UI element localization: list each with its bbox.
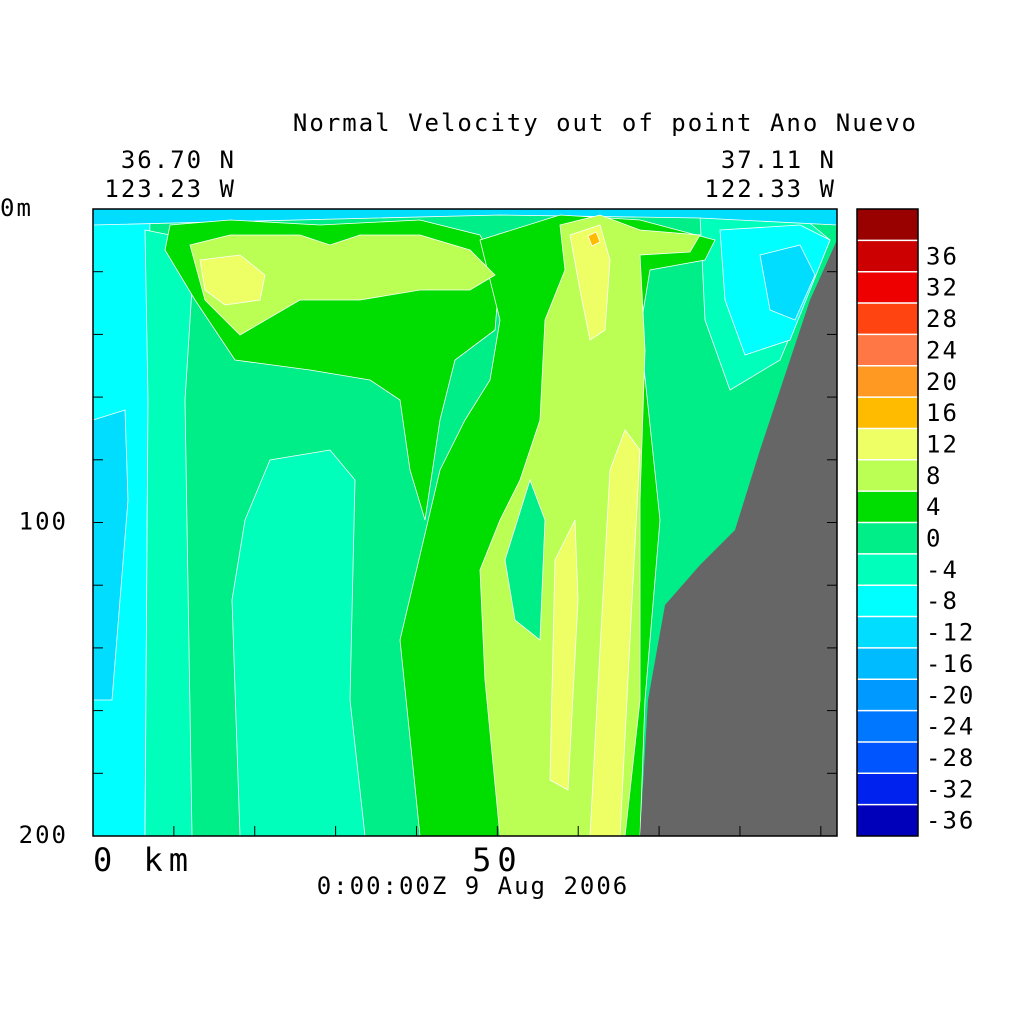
contour-band xyxy=(479,214,701,836)
colorbar-swatch xyxy=(857,209,918,241)
colorbar-swatch xyxy=(857,741,918,774)
left-lon: 123.23 W xyxy=(104,175,236,203)
colorbar-label: -20 xyxy=(926,681,975,709)
colorbar-swatch xyxy=(857,710,918,742)
colorbar-swatch xyxy=(857,553,918,586)
colorbar-swatch xyxy=(857,773,918,805)
colorbar-swatch xyxy=(857,397,918,429)
right-lat: 37.11 N xyxy=(721,146,836,174)
colorbar-swatch xyxy=(857,522,918,554)
contour-band xyxy=(199,254,266,306)
colorbar-label: 28 xyxy=(926,305,959,333)
colorbar-swatch xyxy=(857,459,918,492)
footer: 0:00:00Z 9 Aug 2006 xyxy=(317,872,630,900)
contour-band xyxy=(144,229,196,836)
colorbar-swatch xyxy=(857,303,918,335)
contour-band xyxy=(549,519,579,791)
chart-title: Normal Velocity out of point Ano Nuevo xyxy=(293,109,918,137)
colorbar-swatch xyxy=(857,428,918,460)
colorbar-label: 20 xyxy=(926,368,959,396)
contour-band xyxy=(189,234,496,336)
colorbar-label: -4 xyxy=(926,556,959,584)
colorbar-label: -16 xyxy=(926,650,975,678)
colorbar-label: 32 xyxy=(926,274,959,302)
colorbar-label: 8 xyxy=(926,462,942,490)
contour-band xyxy=(93,209,837,226)
colorbar-label: -36 xyxy=(926,807,975,835)
contour-band xyxy=(587,231,601,247)
y-tick-label: 100 xyxy=(19,508,68,536)
colorbar-label: 12 xyxy=(926,430,959,458)
contour-band xyxy=(93,409,129,701)
colorbar-frame xyxy=(856,208,919,837)
x-tick-label: 50 xyxy=(472,841,523,879)
colorbar-swatch xyxy=(857,647,918,680)
colorbar-label: 4 xyxy=(926,493,942,521)
contour-band xyxy=(504,478,546,641)
colorbar-swatch xyxy=(857,271,918,304)
colorbar-swatch xyxy=(857,616,918,648)
colorbar-swatch xyxy=(857,679,918,711)
land xyxy=(640,240,837,836)
colorbar-swatch xyxy=(857,585,918,617)
colorbar-label: -24 xyxy=(926,713,975,741)
colorbar-label: 24 xyxy=(926,336,959,364)
left-lat: 36.70 N xyxy=(121,146,236,174)
colorbar-label: 0 xyxy=(926,525,942,553)
colorbar-label: -8 xyxy=(926,587,959,615)
contour-field xyxy=(93,209,837,836)
colorbar-label: 36 xyxy=(926,242,959,270)
colorbar-label: 16 xyxy=(926,399,959,427)
right-lon: 122.33 W xyxy=(704,175,836,203)
colorbar-swatch xyxy=(857,804,918,836)
y-tick-label: 0m xyxy=(0,194,33,222)
contour-band xyxy=(569,224,611,341)
colorbar-label: -32 xyxy=(926,775,975,803)
contour-band xyxy=(759,244,816,321)
contour-band xyxy=(231,449,366,836)
colorbar-label: -12 xyxy=(926,619,975,647)
colorbar-label: -28 xyxy=(926,744,975,772)
x-tick-label: 0 km xyxy=(93,841,194,879)
colorbar-swatch xyxy=(857,491,918,523)
y-tick-label: 200 xyxy=(19,821,68,849)
colorbar-swatch xyxy=(857,240,918,272)
contour-band xyxy=(589,429,641,836)
colorbar-swatch xyxy=(857,334,918,366)
colorbar-swatch xyxy=(857,365,918,398)
